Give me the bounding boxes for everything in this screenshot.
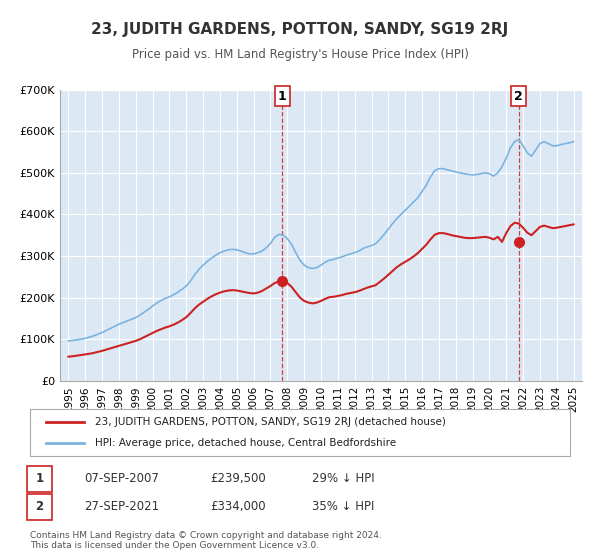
Text: 1: 1 [35, 472, 44, 486]
Text: 2: 2 [514, 90, 523, 102]
Text: 23, JUDITH GARDENS, POTTON, SANDY, SG19 2RJ (detached house): 23, JUDITH GARDENS, POTTON, SANDY, SG19 … [95, 417, 446, 427]
Text: 2: 2 [35, 500, 44, 514]
Text: Price paid vs. HM Land Registry's House Price Index (HPI): Price paid vs. HM Land Registry's House … [131, 48, 469, 60]
Text: 29% ↓ HPI: 29% ↓ HPI [312, 472, 374, 486]
Text: £239,500: £239,500 [210, 472, 266, 486]
Text: 23, JUDITH GARDENS, POTTON, SANDY, SG19 2RJ: 23, JUDITH GARDENS, POTTON, SANDY, SG19 … [91, 22, 509, 38]
Text: 35% ↓ HPI: 35% ↓ HPI [312, 500, 374, 514]
Text: 1: 1 [278, 90, 287, 102]
Text: HPI: Average price, detached house, Central Bedfordshire: HPI: Average price, detached house, Cent… [95, 438, 396, 448]
Text: £334,000: £334,000 [210, 500, 266, 514]
Text: 07-SEP-2007: 07-SEP-2007 [84, 472, 159, 486]
Text: 27-SEP-2021: 27-SEP-2021 [84, 500, 159, 514]
Text: Contains HM Land Registry data © Crown copyright and database right 2024.
This d: Contains HM Land Registry data © Crown c… [30, 531, 382, 550]
